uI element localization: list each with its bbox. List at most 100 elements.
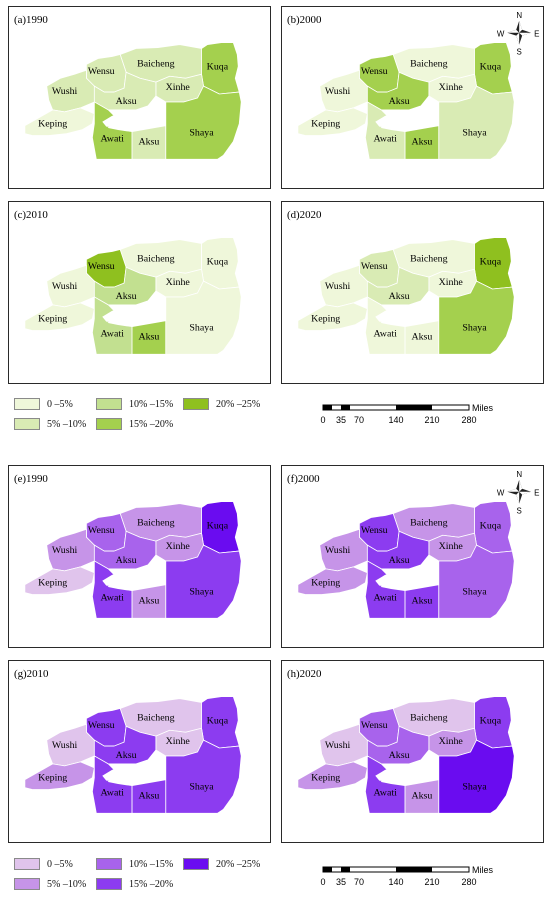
legend-label: 5% –10% — [47, 418, 87, 430]
scale-tick: 70 — [354, 415, 364, 425]
region-label-shaya: Shaya — [189, 128, 214, 139]
lake-shape — [375, 767, 437, 784]
region-shaya — [165, 544, 242, 619]
compass-label-e: E — [534, 489, 539, 498]
region-label-baicheng: Baicheng — [137, 517, 174, 528]
region-shaya — [438, 544, 515, 619]
legend-swatch — [183, 858, 209, 870]
region-label-kuqa: Kuqa — [207, 61, 229, 72]
region-label-baicheng: Baicheng — [410, 58, 447, 69]
region-shaya — [165, 280, 242, 355]
compass-rose-icon: N S E W — [497, 11, 540, 57]
map-panel-e: Baicheng Wensu Kuqa Wushi Xinhe Aksu Keping Awa… — [8, 465, 271, 648]
legend-swatch — [183, 398, 209, 410]
region-label-awati: Awati — [101, 134, 125, 145]
region-awati — [91, 755, 133, 814]
region-label-aksu: Aksu — [389, 96, 410, 107]
map-panel-f: Baicheng Wensu Kuqa Wushi Xinhe Aksu Keping Awa… — [281, 465, 544, 648]
region-label-aksus: Aksu — [138, 595, 159, 606]
region-label-shaya: Shaya — [189, 323, 214, 334]
region-shaya — [438, 280, 515, 355]
panel-title: (f)2000 — [287, 473, 320, 485]
legend-purple-item-2: 5% –10% — [14, 878, 86, 890]
region-label-shaya: Shaya — [462, 128, 487, 139]
region-shaya — [438, 85, 515, 160]
region-label-keping: Keping — [311, 119, 340, 130]
scale-unit: Miles — [472, 403, 494, 413]
choropleth-map: Baicheng Wensu Kuqa Wushi Xinhe Aksu Keping Awa… — [14, 14, 242, 160]
legend-green-item-3: 10% –15% — [96, 398, 173, 410]
scale-tick: 280 — [461, 877, 476, 887]
panel-title: (h)2020 — [287, 668, 322, 680]
panel-title: (a)1990 — [14, 14, 48, 26]
legend-purple-item-3: 10% –15% — [96, 858, 173, 870]
region-aksu — [366, 725, 430, 765]
region-label-baicheng: Baicheng — [410, 253, 447, 264]
region-label-xinhe: Xinhe — [166, 736, 191, 747]
choropleth-map: Baicheng Wensu Kuqa Wushi Xinhe Aksu Keping Awa… — [287, 668, 515, 814]
region-label-awati: Awati — [374, 329, 398, 340]
map-panel-h: Baicheng Wensu Kuqa Wushi Xinhe Aksu Keping Awa… — [281, 660, 544, 843]
region-aksu — [93, 530, 157, 570]
legend-purple-item-4: 15% –20% — [96, 878, 173, 890]
region-label-keping: Keping — [311, 314, 340, 325]
region-label-awati: Awati — [101, 329, 125, 340]
region-label-aksus: Aksu — [411, 331, 432, 342]
legend-swatch — [14, 398, 40, 410]
region-label-wensu: Wensu — [361, 720, 388, 731]
scale-tick: 35 — [336, 877, 346, 887]
legend-green-item-1: 0 –5% — [14, 398, 73, 410]
region-label-aksu: Aksu — [116, 96, 137, 107]
scale-tick: 210 — [424, 415, 439, 425]
region-label-kuqa: Kuqa — [207, 256, 229, 267]
legend-swatch — [96, 858, 122, 870]
region-label-keping: Keping — [38, 773, 67, 784]
legend-label: 15% –20% — [129, 878, 174, 890]
region-label-kuqa: Kuqa — [480, 61, 502, 72]
region-keping — [24, 566, 95, 595]
region-awati — [91, 560, 133, 619]
region-label-wensu: Wensu — [88, 525, 115, 536]
region-label-wensu: Wensu — [361, 525, 388, 536]
region-label-keping: Keping — [38, 578, 67, 589]
lake-shape — [375, 113, 437, 130]
scale-unit: Miles — [472, 865, 494, 875]
region-label-shaya: Shaya — [189, 782, 214, 793]
region-label-wushi: Wushi — [325, 86, 351, 97]
region-label-xinhe: Xinhe — [439, 82, 464, 93]
region-awati — [91, 101, 133, 160]
region-awati — [364, 560, 406, 619]
compass-label-s: S — [517, 47, 522, 56]
region-label-wushi: Wushi — [325, 281, 351, 292]
region-shaya — [165, 85, 242, 160]
compass-label-n: N — [516, 470, 522, 479]
region-label-baicheng: Baicheng — [137, 712, 174, 723]
region-aksu — [366, 71, 430, 111]
region-label-awati: Awati — [374, 134, 398, 145]
legend-label: 0 –5% — [47, 858, 73, 870]
region-label-shaya: Shaya — [462, 323, 487, 334]
region-label-kuqa: Kuqa — [207, 520, 229, 531]
lake-shape — [375, 572, 437, 589]
legend-swatch — [96, 878, 122, 890]
legend-swatch — [14, 858, 40, 870]
region-label-xinhe: Xinhe — [166, 277, 191, 288]
region-label-kuqa: Kuqa — [480, 715, 502, 726]
region-label-aksus: Aksu — [411, 790, 432, 801]
region-keping — [297, 566, 368, 595]
scale-tick: 0 — [320, 415, 325, 425]
scale-bar-top: Miles 0 35 70 140 210 280 — [320, 403, 494, 425]
legend-swatch — [96, 418, 122, 430]
region-label-awati: Awati — [374, 788, 398, 799]
region-aksu — [366, 530, 430, 570]
compass-label-w: W — [497, 30, 505, 39]
scale-tick: 140 — [388, 877, 403, 887]
choropleth-map: Baicheng Wensu Kuqa Wushi Xinhe Aksu Keping Awa… — [287, 11, 540, 160]
lake-shape — [102, 767, 164, 784]
region-label-aksus: Aksu — [138, 790, 159, 801]
region-label-aksu: Aksu — [389, 750, 410, 761]
choropleth-map: Baicheng Wensu Kuqa Wushi Xinhe Aksu Keping Awa… — [287, 470, 539, 619]
region-label-wushi: Wushi — [52, 545, 78, 556]
region-keping — [24, 302, 95, 331]
compass-label-w: W — [497, 489, 505, 498]
